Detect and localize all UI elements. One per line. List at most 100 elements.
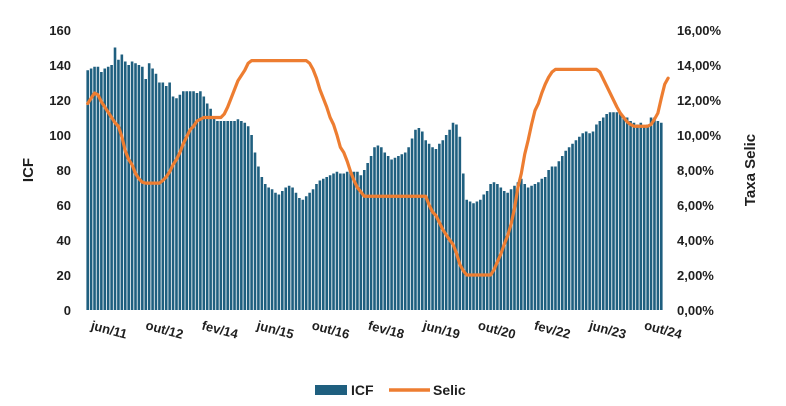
icf-bar xyxy=(646,124,649,310)
x-tick-label: out/24 xyxy=(643,317,685,342)
icf-bar xyxy=(281,191,284,310)
icf-bar xyxy=(362,170,366,310)
icf-bar xyxy=(455,124,458,310)
right-tick-label: 6,00% xyxy=(677,198,714,213)
left-axis-title: ICF xyxy=(20,158,37,182)
icf-bar xyxy=(168,82,171,310)
icf-bar xyxy=(393,157,397,310)
icf-bar xyxy=(499,187,503,310)
icf-bar xyxy=(164,86,168,310)
icf-bar xyxy=(400,154,404,310)
right-tick-label: 10,00% xyxy=(677,128,722,143)
icf-bar xyxy=(595,124,598,310)
right-tick-label: 0,00% xyxy=(677,303,714,318)
icf-bar xyxy=(243,122,247,310)
icf-bar xyxy=(205,103,209,310)
icf-bar xyxy=(485,191,489,310)
x-tick-label: out/16 xyxy=(310,317,351,341)
icf-bar xyxy=(233,121,236,310)
icf-bar xyxy=(246,126,250,310)
icf-bar xyxy=(451,122,455,310)
icf-bar xyxy=(533,184,537,310)
icf-bar xyxy=(421,131,424,310)
icf-bar xyxy=(516,182,520,310)
x-tick-label: jun/19 xyxy=(421,317,462,341)
icf-bar xyxy=(202,96,206,310)
icf-bar xyxy=(175,98,178,310)
icf-bar xyxy=(444,135,448,310)
icf-bar xyxy=(520,178,523,310)
icf-bar xyxy=(284,187,288,310)
icf-bar xyxy=(373,147,376,310)
icf-bar xyxy=(564,150,567,310)
icf-bar xyxy=(345,171,349,310)
icf-bar xyxy=(376,145,380,310)
icf-bar xyxy=(615,112,619,310)
icf-bar xyxy=(182,91,185,310)
icf-bar xyxy=(557,161,561,310)
icf-bar xyxy=(263,184,267,310)
icf-bar xyxy=(598,121,602,310)
icf-bar xyxy=(219,121,223,310)
left-tick-label: 100 xyxy=(49,128,71,143)
icf-bar xyxy=(509,189,513,310)
icf-bar xyxy=(458,136,462,310)
icf-bar xyxy=(342,173,346,310)
x-tick-label: out/20 xyxy=(477,317,518,341)
icf-bar xyxy=(267,187,270,310)
icf-bar xyxy=(591,131,595,310)
legend: ICF Selic xyxy=(315,382,466,398)
icf-bar xyxy=(629,121,632,310)
icf-bar xyxy=(332,173,335,310)
icf-bar xyxy=(530,185,533,310)
right-tick-label: 14,00% xyxy=(677,58,722,73)
icf-bar xyxy=(229,121,233,310)
left-axis-ticks: 0 20 40 60 80 100 120 140 160 xyxy=(49,23,71,318)
icf-bar xyxy=(123,61,127,310)
icf-bar xyxy=(253,152,257,310)
left-tick-label: 120 xyxy=(49,93,71,108)
icf-bar xyxy=(212,117,216,310)
icf-bar xyxy=(151,68,154,310)
x-tick-label: jun/15 xyxy=(254,317,295,341)
icf-bar xyxy=(550,166,554,310)
icf-bar xyxy=(298,198,301,310)
icf-bar xyxy=(318,180,322,310)
icf-bar xyxy=(100,72,103,310)
icf-bar xyxy=(161,82,165,310)
icf-bars xyxy=(86,47,663,310)
icf-bar xyxy=(311,189,315,310)
icf-bar xyxy=(339,173,342,310)
icf-bar xyxy=(287,185,291,310)
icf-bar xyxy=(335,171,339,310)
icf-bar xyxy=(117,59,120,310)
icf-bar xyxy=(304,196,308,310)
right-tick-label: 2,00% xyxy=(677,268,714,283)
icf-bar xyxy=(199,91,202,310)
icf-bar xyxy=(506,192,509,310)
icf-bar xyxy=(356,171,359,310)
icf-bar xyxy=(461,173,465,310)
icf-bar xyxy=(427,143,431,310)
icf-bar xyxy=(390,159,393,310)
icf-bar xyxy=(240,121,243,310)
icf-bar xyxy=(403,152,407,310)
icf-bar xyxy=(479,199,482,310)
icf-bar xyxy=(537,182,540,310)
icf-bar xyxy=(584,131,588,310)
icf-bar xyxy=(489,184,492,310)
icf-bar xyxy=(103,68,107,310)
left-tick-label: 140 xyxy=(49,58,71,73)
icf-bar xyxy=(656,121,660,310)
icf-bar xyxy=(106,66,110,310)
left-tick-label: 60 xyxy=(57,198,71,213)
icf-bar xyxy=(424,140,428,310)
icf-bar xyxy=(352,171,356,310)
icf-bar xyxy=(475,201,479,310)
icf-bar xyxy=(441,140,445,310)
icf-bar xyxy=(192,91,195,310)
icf-bar xyxy=(250,135,253,310)
icf-bar xyxy=(144,79,148,310)
icf-bar xyxy=(315,184,318,310)
